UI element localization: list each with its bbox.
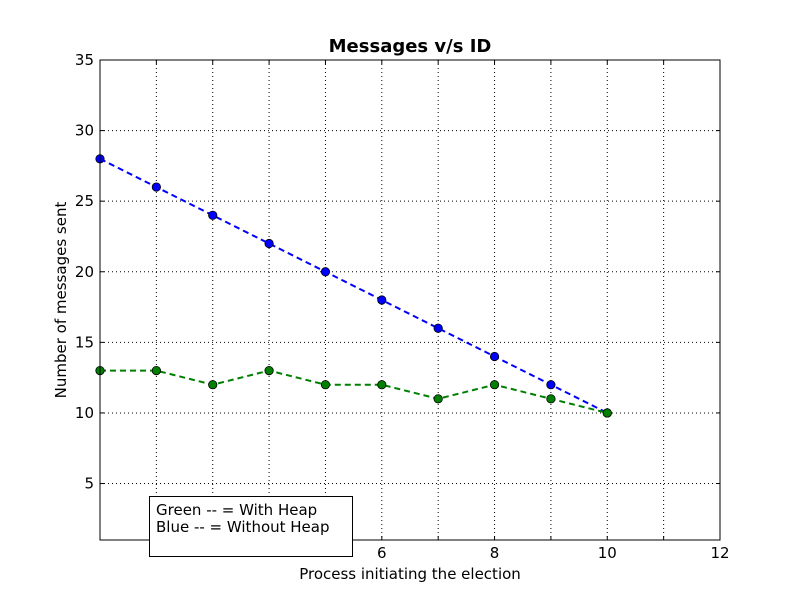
legend-entry-with-heap: Green -- = With Heap	[156, 501, 318, 519]
y-tick-label: 30	[75, 122, 94, 140]
data-point	[320, 380, 331, 390]
data-point	[433, 394, 443, 404]
y-axis-label: Number of messages sent	[52, 202, 70, 399]
x-tick-label: 12	[710, 544, 729, 562]
data-point	[320, 267, 331, 277]
data-point	[151, 182, 161, 192]
legend: Green -- = With Heap Blue -- = Without H…	[149, 496, 353, 557]
series-line	[100, 369, 608, 414]
y-tick-label: 10	[75, 404, 94, 422]
data-point	[151, 365, 161, 376]
series-line	[99, 157, 608, 414]
data-point	[433, 323, 443, 333]
data-point	[264, 365, 274, 376]
y-tick-label: 35	[75, 51, 94, 69]
series-0	[95, 154, 612, 418]
data-point	[489, 380, 500, 390]
ticks: 6 8 10 12 5 10 15 20 25 30 35	[75, 51, 730, 562]
x-tick-label: 10	[598, 544, 617, 562]
y-tick-label: 25	[75, 192, 94, 210]
data-point	[489, 351, 500, 362]
data-point	[602, 408, 612, 418]
legend-entry-without-heap: Blue -- = Without Heap	[156, 518, 330, 536]
x-axis-label: Process initiating the election	[299, 565, 521, 583]
data-point	[208, 210, 218, 220]
data-point	[264, 238, 274, 249]
y-tick-label: 5	[84, 475, 94, 493]
data-point	[208, 380, 218, 390]
data-point	[546, 394, 556, 404]
chart-title: Messages v/s ID	[329, 36, 492, 57]
plot-area	[100, 60, 720, 540]
grid	[100, 60, 720, 540]
data-point	[546, 380, 556, 390]
x-tick-label: 8	[490, 544, 500, 562]
data-point	[377, 295, 387, 305]
y-tick-label: 20	[75, 263, 94, 281]
x-tick-label: 6	[377, 544, 387, 562]
plot-frame	[99, 59, 721, 541]
data-point	[377, 380, 387, 390]
y-tick-label: 15	[75, 333, 94, 351]
